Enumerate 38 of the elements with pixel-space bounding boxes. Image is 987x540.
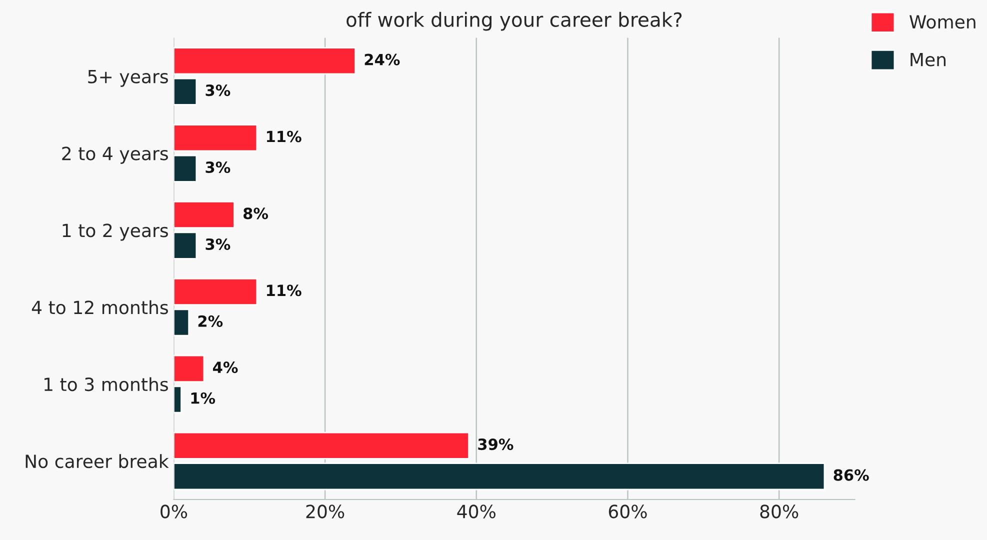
bar [174, 124, 258, 152]
legend-label: Men [910, 52, 946, 66]
bar [174, 386, 182, 414]
data-label: 39% [478, 438, 514, 450]
data-label: 24% [364, 54, 400, 66]
data-label: 3% [206, 238, 230, 250]
bar [174, 432, 470, 460]
bar [174, 201, 235, 229]
data-label: 1% [191, 392, 216, 404]
x-tick-label: 60% [608, 504, 647, 518]
y-tick-label: 1 to 3 months [44, 377, 168, 392]
data-label: 11% [267, 130, 302, 142]
x-tick-label: 0% [160, 504, 188, 518]
bar [174, 47, 356, 75]
bar [174, 354, 205, 382]
bar [174, 308, 190, 336]
bar [174, 154, 198, 182]
data-label: 11% [267, 284, 302, 296]
data-label: 8% [244, 208, 268, 220]
data-label: 86% [834, 469, 869, 481]
chart-title: off work during your career break? [346, 12, 682, 31]
bar [174, 278, 258, 306]
x-tick-label: 40% [457, 504, 496, 518]
data-label: 4% [213, 362, 238, 374]
data-label: 3% [206, 161, 230, 174]
bar [174, 78, 198, 106]
y-tick-label: 2 to 4 years [62, 146, 168, 164]
x-tick-label: 80% [760, 504, 798, 518]
y-tick-label: 4 to 12 months [32, 300, 168, 314]
data-label: 2% [198, 315, 223, 327]
y-tick-label: 1 to 2 years [62, 224, 168, 241]
data-label: 3% [206, 84, 230, 96]
y-tick-label: No career break [26, 454, 169, 468]
bar [174, 232, 198, 260]
x-tick-label: 20% [306, 504, 344, 518]
y-tick-label: 5+ years [88, 70, 168, 87]
bar [174, 462, 826, 490]
legend-label: Women [910, 15, 976, 29]
